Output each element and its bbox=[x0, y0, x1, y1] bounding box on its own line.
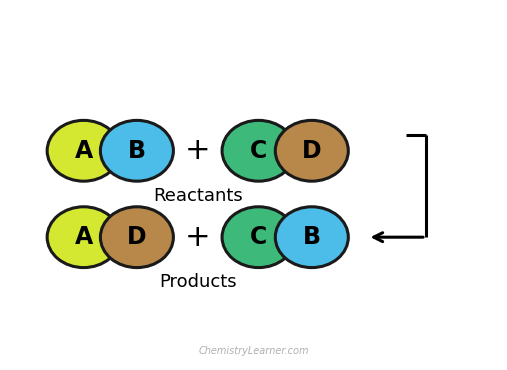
Ellipse shape bbox=[47, 207, 120, 268]
Text: A: A bbox=[75, 225, 93, 249]
Ellipse shape bbox=[47, 120, 120, 181]
Text: Double-replacement Reaction: Double-replacement Reaction bbox=[32, 12, 475, 38]
Text: B: B bbox=[128, 139, 146, 163]
Text: +: + bbox=[185, 136, 210, 165]
Ellipse shape bbox=[100, 120, 173, 181]
Text: D: D bbox=[302, 139, 321, 163]
Text: A: A bbox=[75, 139, 93, 163]
Text: C: C bbox=[250, 225, 267, 249]
Text: Reactants: Reactants bbox=[153, 186, 243, 205]
Text: +: + bbox=[185, 223, 210, 252]
Ellipse shape bbox=[100, 207, 173, 268]
Text: D: D bbox=[127, 225, 147, 249]
Ellipse shape bbox=[275, 207, 348, 268]
Text: ChemistryLearner.com: ChemistryLearner.com bbox=[198, 346, 309, 356]
Ellipse shape bbox=[222, 207, 295, 268]
Text: Products: Products bbox=[159, 273, 237, 291]
Text: C: C bbox=[250, 139, 267, 163]
Ellipse shape bbox=[222, 120, 295, 181]
Text: B: B bbox=[303, 225, 321, 249]
Ellipse shape bbox=[275, 120, 348, 181]
